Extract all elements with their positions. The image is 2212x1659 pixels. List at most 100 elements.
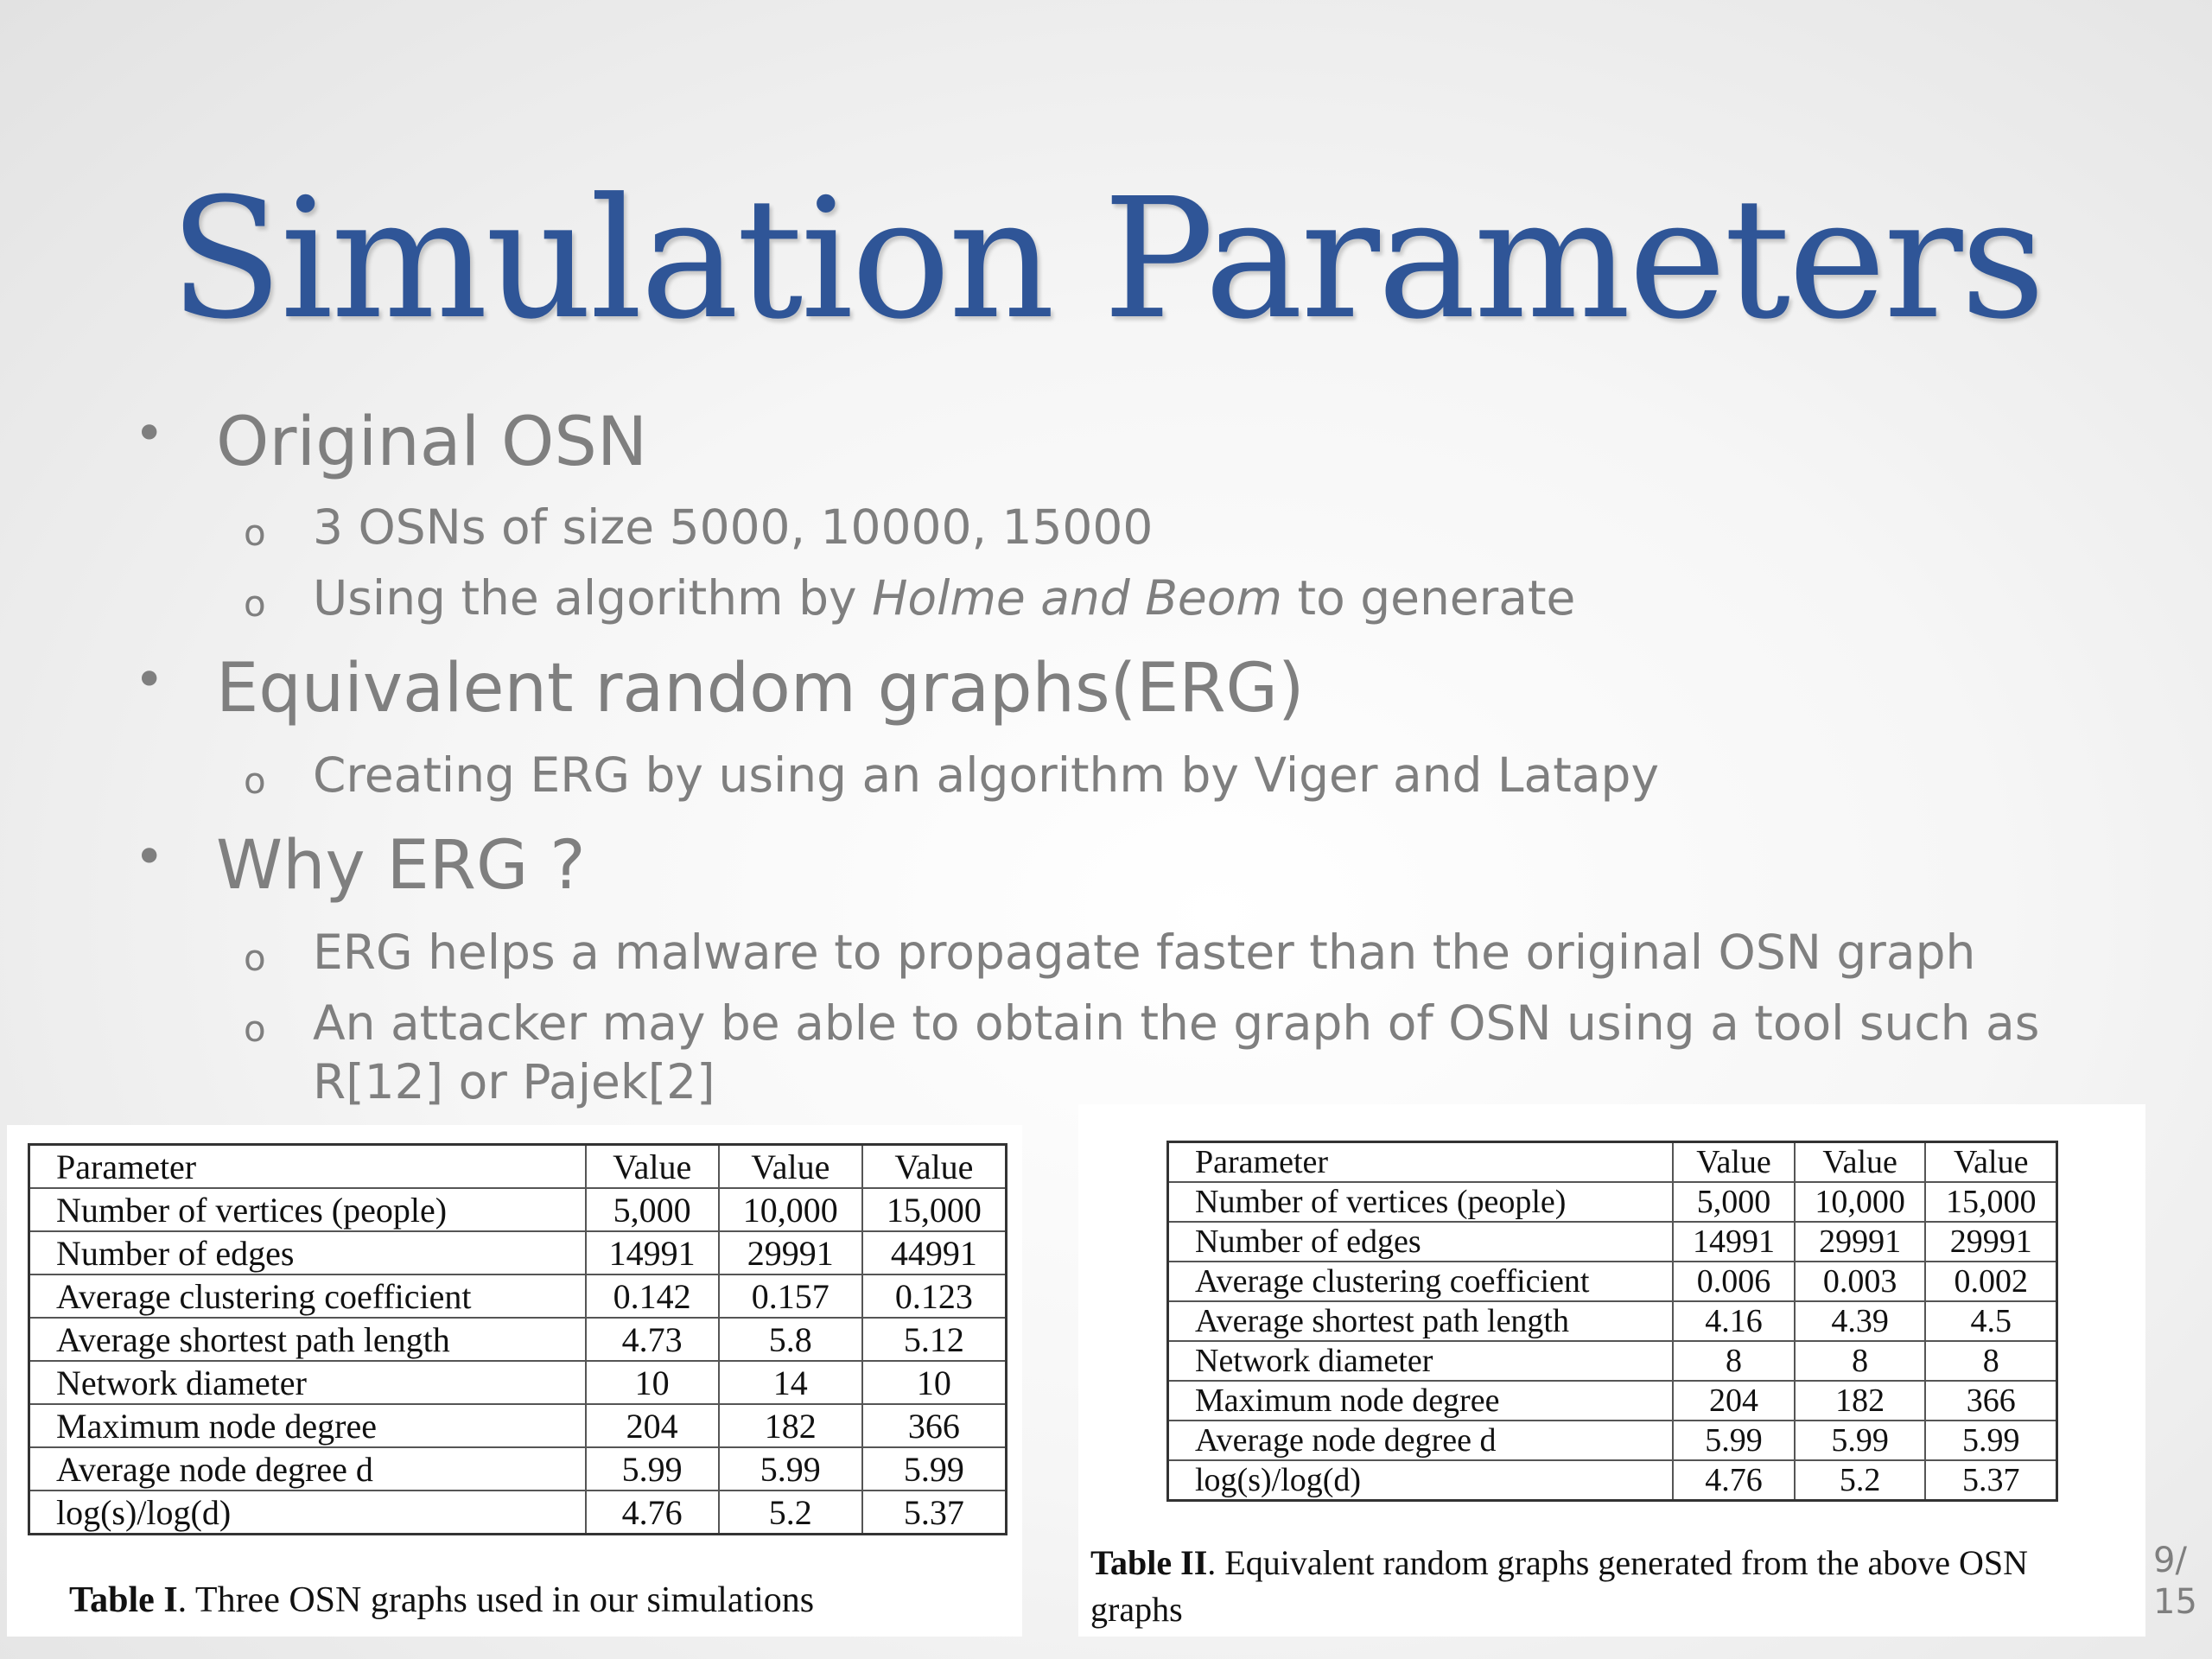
table2-caption-text-line2: graphs <box>1090 1590 1183 1629</box>
table-row: Average node degree d 5.99 5.99 5.99 <box>1166 1420 2058 1461</box>
table-row: Average shortest path length 4.73 5.8 5.12 <box>28 1317 1007 1362</box>
sub-bullet-osn-sizes: o 3 OSNs of size 5000, 10000, 15000 <box>244 499 1154 555</box>
table-value-cell: 5.2 <box>717 1490 863 1535</box>
table-param-cell: Network diameter <box>1166 1340 1675 1382</box>
table2-caption-text: . Equivalent random graphs generated fro… <box>1207 1543 2028 1582</box>
sub-bullet-algorithm: o Using the algorithm by Holme and Beom … <box>244 570 1576 626</box>
sub-bullet-text-authors: Holme and Beom <box>872 570 1283 626</box>
table-value-cell: 5.99 <box>1672 1420 1796 1461</box>
table-value-cell: 5.99 <box>1793 1420 1927 1461</box>
table-value-cell: 5.12 <box>861 1317 1007 1362</box>
page-number: 9/ 15 <box>2153 1540 2197 1623</box>
table-value-cell: 8 <box>1924 1340 2058 1382</box>
table-param-cell: Maximum node degree <box>28 1403 587 1448</box>
table-row: Maximum node degree 204 182 366 <box>28 1403 1007 1448</box>
table1-caption-text: . Three OSN graphs used in our simulatio… <box>177 1580 815 1620</box>
sub-bullet-circle-icon: o <box>244 760 266 802</box>
table1: Parameter Value Value Value Number of vertic… <box>28 1143 1007 1535</box>
table-param-cell: Number of vertices (people) <box>1166 1181 1675 1223</box>
table-value-cell: 5,000 <box>1672 1181 1796 1223</box>
table-value-cell: 29991 <box>717 1230 863 1275</box>
table-row: Average clustering coefficient 0.142 0.157… <box>28 1274 1007 1319</box>
table-param-cell: Average shortest path length <box>28 1317 587 1362</box>
table-value-cell: 0.157 <box>717 1274 863 1319</box>
table-value-cell: 0.002 <box>1924 1261 2058 1302</box>
table-value-cell: 5.99 <box>861 1446 1007 1491</box>
table-value-cell: 5.8 <box>717 1317 863 1362</box>
sub-bullet-text: 3 OSNs of size 5000, 10000, 15000 <box>313 499 1154 555</box>
table-param-cell: Number of edges <box>1166 1221 1675 1262</box>
table-value-cell: 4.73 <box>584 1317 720 1362</box>
table-value-cell: 14991 <box>584 1230 720 1275</box>
table-value-cell: 29991 <box>1924 1221 2058 1262</box>
table-param-cell: Average shortest path length <box>1166 1300 1675 1342</box>
table-value-cell: 5.99 <box>1924 1420 2058 1461</box>
table-param-cell: Average clustering coefficient <box>1166 1261 1675 1302</box>
sub-bullet-text-post: to generate <box>1282 570 1576 626</box>
table-header-row: Parameter Value Value Value <box>1166 1141 2058 1183</box>
table2-caption-label: Table II <box>1090 1543 1208 1582</box>
table-param-cell: Network diameter <box>28 1360 587 1405</box>
sub-bullet-attacker-continued: R[12] or Pajek[2] <box>313 1054 715 1109</box>
table-row: Number of edges 14991 29991 44991 <box>28 1230 1007 1275</box>
table-row: log(s)/log(d) 4.76 5.2 5.37 <box>1166 1459 2058 1502</box>
table-value-cell: 8 <box>1672 1340 1796 1382</box>
table-value-cell: 44991 <box>861 1230 1007 1275</box>
table-header-cell: Value <box>1672 1141 1796 1183</box>
table-value-cell: 5.2 <box>1793 1459 1927 1502</box>
table-value-cell: 8 <box>1793 1340 1927 1382</box>
table-value-cell: 0.123 <box>861 1274 1007 1319</box>
slide-title: Simulation Parameters <box>168 163 2045 356</box>
table-param-cell: log(s)/log(d) <box>28 1490 587 1535</box>
table-row: Number of vertices (people) 5,000 10,000 15… <box>1166 1181 2058 1223</box>
table1-caption-label: Table I <box>69 1580 178 1620</box>
table-value-cell: 4.76 <box>584 1490 720 1535</box>
table-header-cell: Parameter <box>28 1143 587 1189</box>
sub-bullet-circle-icon: o <box>244 1007 266 1050</box>
table-value-cell: 204 <box>584 1403 720 1448</box>
table-param-cell: log(s)/log(d) <box>1166 1459 1675 1502</box>
sub-bullet-circle-icon: o <box>244 512 266 554</box>
table-param-cell: Number of edges <box>28 1230 587 1275</box>
table-value-cell: 5.37 <box>861 1490 1007 1535</box>
table-value-cell: 4.39 <box>1793 1300 1927 1342</box>
bullet-dot-icon: • <box>134 650 165 710</box>
table-param-cell: Maximum node degree <box>1166 1380 1675 1421</box>
bullet-text: Why ERG ? <box>216 827 586 905</box>
bullet-dot-icon: • <box>134 404 165 464</box>
table2: Parameter Value Value Value Number of vertic… <box>1166 1141 2058 1502</box>
bullet-erg: • Equivalent random graphs(ERG) <box>134 650 1305 728</box>
table-value-cell: 29991 <box>1793 1221 1927 1262</box>
table-value-cell: 182 <box>1793 1380 1927 1421</box>
table-value-cell: 182 <box>717 1403 863 1448</box>
bullet-dot-icon: • <box>134 827 165 887</box>
sub-bullet-text: Creating ERG by using an algorithm by Vi… <box>313 747 1659 803</box>
table-value-cell: 10 <box>584 1360 720 1405</box>
table-param-cell: Average node degree d <box>1166 1420 1675 1461</box>
table-value-cell: 10 <box>861 1360 1007 1405</box>
table-value-cell: 10,000 <box>717 1187 863 1232</box>
sub-bullet-attacker: o An attacker may be able to obtain the … <box>244 995 2040 1051</box>
sub-bullet-text-line2: R[12] or Pajek[2] <box>313 1054 715 1109</box>
table-param-cell: Average node degree d <box>28 1446 587 1491</box>
table-param-cell: Number of vertices (people) <box>28 1187 587 1232</box>
sub-bullet-text: ERG helps a malware to propagate faster … <box>313 925 1976 980</box>
table-row: Network diameter 10 14 10 <box>28 1360 1007 1405</box>
sub-bullet-creating-erg: o Creating ERG by using an algorithm by … <box>244 747 1659 803</box>
sub-bullet-circle-icon: o <box>244 582 266 625</box>
table-value-cell: 4.5 <box>1924 1300 2058 1342</box>
table-value-cell: 366 <box>1924 1380 2058 1421</box>
table-row: log(s)/log(d) 4.76 5.2 5.37 <box>28 1490 1007 1535</box>
table-value-cell: 15,000 <box>861 1187 1007 1232</box>
table-row: Average shortest path length 4.16 4.39 4.5 <box>1166 1300 2058 1342</box>
table-row: Network diameter 8 8 8 <box>1166 1340 2058 1382</box>
bullet-text: Equivalent random graphs(ERG) <box>216 650 1305 728</box>
sub-bullet-text-line1: An attacker may be able to obtain the gr… <box>313 995 2040 1051</box>
table-value-cell: 4.76 <box>1672 1459 1796 1502</box>
table-value-cell: 5.99 <box>584 1446 720 1491</box>
table-value-cell: 5,000 <box>584 1187 720 1232</box>
table-header-cell: Value <box>1924 1141 2058 1183</box>
table-value-cell: 5.37 <box>1924 1459 2058 1502</box>
table-value-cell: 14991 <box>1672 1221 1796 1262</box>
table-value-cell: 4.16 <box>1672 1300 1796 1342</box>
